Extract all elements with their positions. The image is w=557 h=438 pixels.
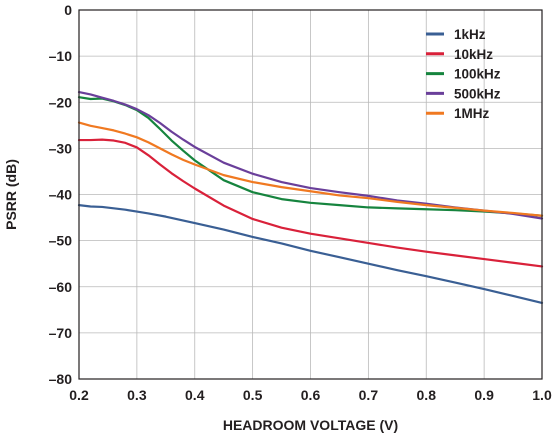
legend-label-1khz: 1kHz	[454, 27, 486, 42]
legend-label-1mhz: 1MHz	[454, 106, 490, 121]
y-tick-label: –70	[49, 325, 73, 341]
x-tick-label: 0.3	[127, 387, 147, 403]
y-axis-ticks: 0 –10 –20 –30 –40 –50 –60 –70 –80	[49, 2, 73, 387]
x-tick-label: 0.8	[417, 387, 437, 403]
x-axis-label: HEADROOM VOLTAGE (V)	[223, 417, 398, 433]
x-tick-label: 0.4	[185, 387, 205, 403]
legend: 1kHz 10kHz 100kHz 500kHz 1MHz	[426, 27, 501, 121]
series-layer	[77, 90, 544, 304]
series-line-10khz	[77, 138, 544, 268]
legend-label-10khz: 10kHz	[454, 47, 493, 62]
y-tick-label: –60	[49, 279, 73, 295]
y-axis-label: PSRR (dB)	[3, 159, 19, 230]
x-tick-label: 0.2	[69, 387, 89, 403]
y-tick-label: –20	[49, 94, 73, 110]
grid	[79, 10, 542, 379]
legend-label-500khz: 500kHz	[454, 86, 501, 101]
y-tick-label: –80	[49, 371, 73, 387]
legend-label-100khz: 100kHz	[454, 67, 501, 82]
plot-frame	[78, 9, 543, 380]
x-tick-label: 0.6	[301, 387, 321, 403]
y-tick-label: –30	[49, 140, 73, 156]
series-line-1khz	[77, 204, 544, 304]
series-line-1mhz	[77, 121, 544, 217]
x-tick-label: 0.7	[359, 387, 379, 403]
y-tick-label: –50	[49, 233, 73, 249]
y-tick-label: –10	[49, 48, 73, 64]
x-axis-ticks: 0.2 0.3 0.4 0.5 0.6 0.7 0.8 0.9 1.0	[69, 387, 552, 403]
y-tick-label: –40	[49, 187, 73, 203]
x-tick-label: 0.5	[243, 387, 263, 403]
y-tick-label: 0	[64, 2, 72, 18]
x-tick-label: 0.9	[474, 387, 494, 403]
x-tick-label: 1.0	[532, 387, 552, 403]
